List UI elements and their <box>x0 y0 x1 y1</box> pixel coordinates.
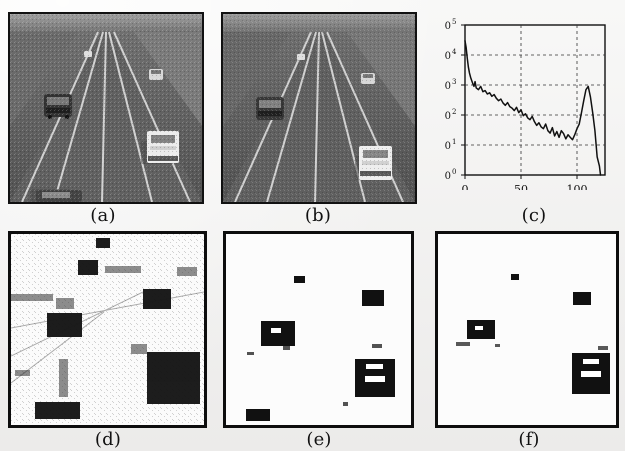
panel-e-detection-mask <box>223 231 414 428</box>
y-tick-label-exponent: 0 <box>452 168 456 176</box>
highway-scene-image <box>223 14 415 202</box>
panel-a-caption: (a) <box>90 205 116 226</box>
y-tick-label-exponent: 2 <box>452 108 456 116</box>
y-tick-label-base: 10 <box>445 171 451 182</box>
panel-e-caption: (e) <box>306 429 332 450</box>
y-tick-label-base: 10 <box>445 111 451 122</box>
y-tick-label-base: 10 <box>445 21 451 32</box>
y-tick-label-exponent: 4 <box>452 48 457 56</box>
panel-d-detection-mask <box>8 231 207 428</box>
y-tick-label-exponent: 1 <box>452 138 456 146</box>
panel-f-detection-mask <box>435 231 619 428</box>
y-tick-label-exponent: 5 <box>452 18 456 26</box>
panel-c-caption: (c) <box>521 205 547 226</box>
x-tick-label: 50 <box>514 183 528 190</box>
detection-mask-image <box>226 234 411 425</box>
detection-mask-image <box>11 234 204 425</box>
y-tick-label-base: 10 <box>445 81 451 92</box>
detection-mask-image <box>438 234 616 425</box>
y-tick-label-exponent: 3 <box>452 78 456 86</box>
panel-c-histogram-chart: 050100100101102103104105 <box>445 15 615 190</box>
panel-b-highway-image <box>221 12 417 204</box>
y-tick-label-base: 10 <box>445 51 451 62</box>
panel-b-caption: (b) <box>304 205 332 226</box>
chart-plot-border <box>464 24 606 176</box>
panel-f-caption: (f) <box>518 429 540 450</box>
x-tick-label: 100 <box>567 183 588 190</box>
panel-a-highway-image <box>8 12 204 204</box>
highway-scene-image <box>10 14 202 202</box>
x-tick-label: 0 <box>462 183 469 190</box>
histogram-series-line-1 <box>464 39 602 176</box>
histogram-chart-svg: 050100100101102103104105 <box>445 18 606 190</box>
panel-d-caption: (d) <box>94 429 122 450</box>
y-tick-label-base: 10 <box>445 141 451 152</box>
